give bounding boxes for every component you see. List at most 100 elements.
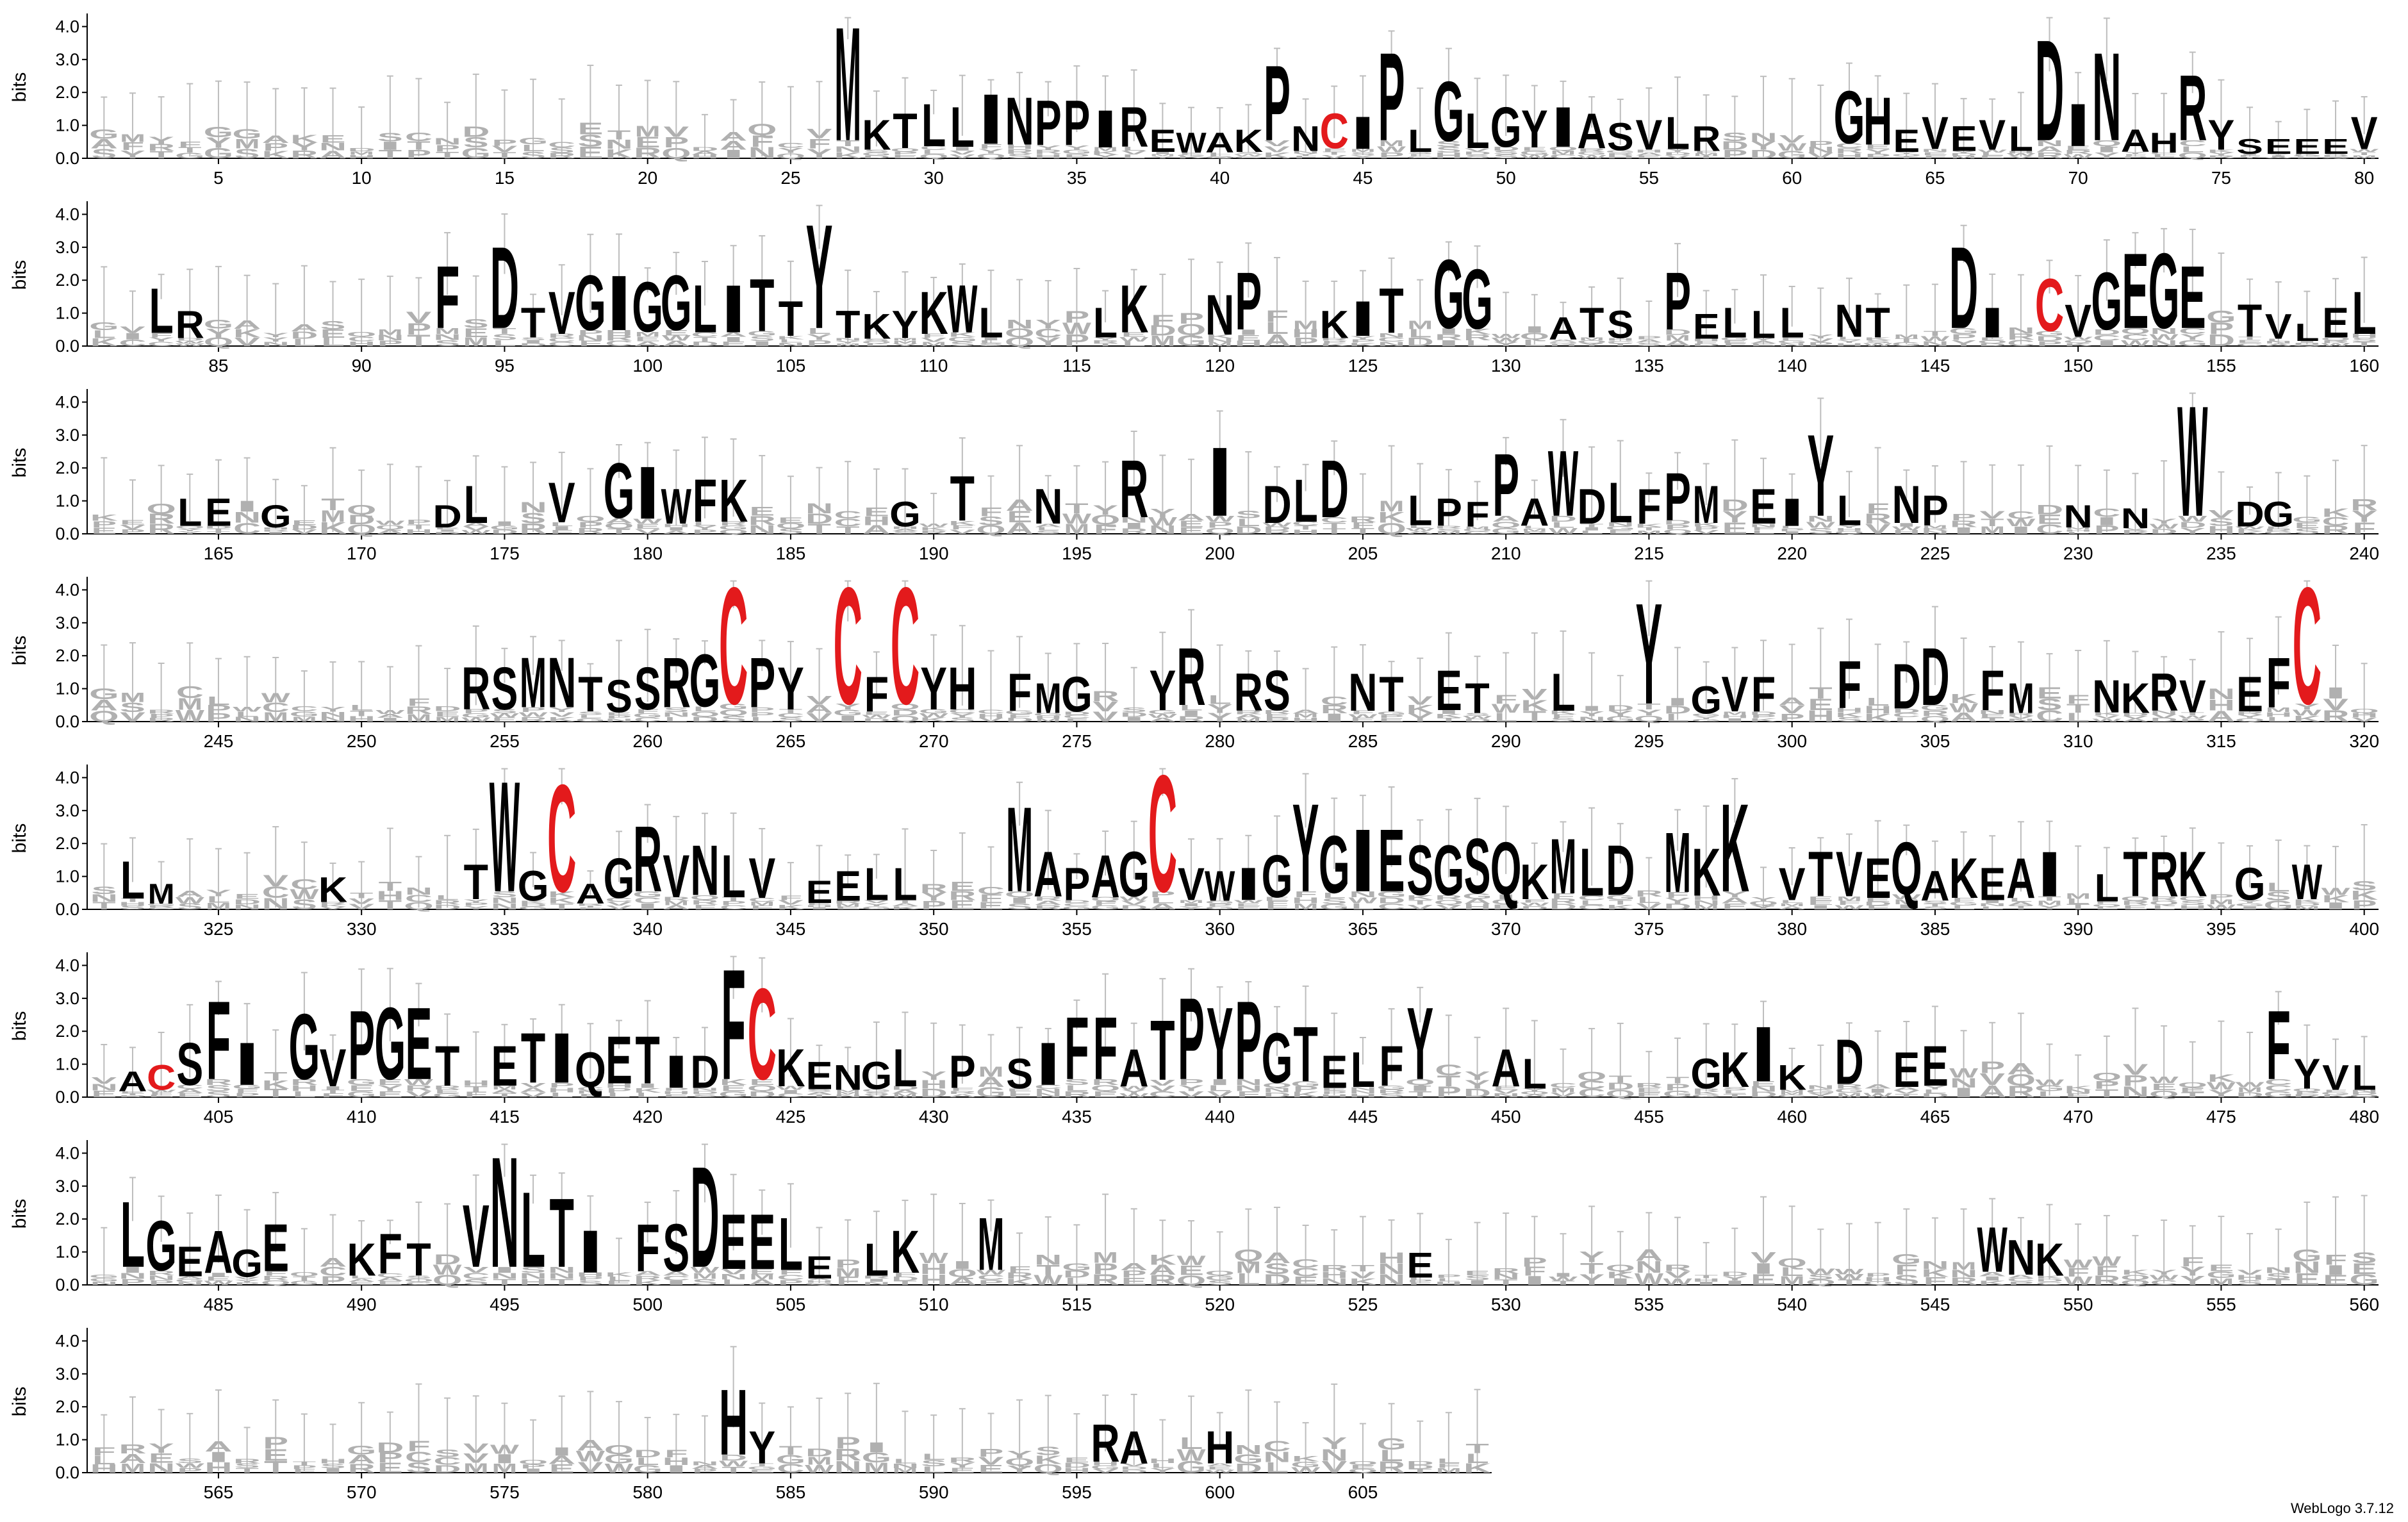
residue-minor: K	[290, 133, 318, 145]
residue-minor: G	[2292, 155, 2321, 157]
residue-minor: G	[89, 320, 119, 333]
residue-minor: K	[1149, 1252, 1177, 1268]
residue-letter: G	[1262, 1019, 1293, 1098]
residue-minor: P	[463, 902, 489, 907]
residue-letter: A	[1577, 103, 1606, 159]
x-tick-label: 75	[2211, 168, 2231, 188]
residue-minor: N	[2007, 718, 2034, 723]
residue-minor: W	[375, 520, 405, 527]
residue-minor: E	[1121, 331, 1147, 338]
residue-minor: F	[1551, 713, 1575, 719]
residue-minor: M	[1637, 530, 1662, 535]
residue-minor: I	[979, 336, 1003, 341]
residue-minor: T	[1351, 1263, 1375, 1273]
residue-minor: L	[350, 704, 374, 712]
residue-minor: V	[549, 711, 575, 718]
residue-minor: A	[1635, 1246, 1663, 1264]
residue-minor: S	[864, 1091, 889, 1095]
residue-minor: W	[1234, 899, 1264, 904]
residue-minor: R	[119, 1442, 146, 1457]
residue-minor: E	[1522, 147, 1547, 153]
residue-minor: V	[1808, 338, 1834, 343]
residue-minor: H	[348, 340, 375, 348]
residue-minor: G	[976, 1084, 1006, 1100]
residue-minor: E	[1093, 1090, 1118, 1100]
residue-letter: G	[1118, 838, 1150, 911]
x-tick-label: 195	[1062, 543, 1092, 563]
residue-minor: R	[290, 149, 318, 161]
residue-minor: I	[664, 526, 689, 531]
residue-minor: D	[1864, 901, 1892, 907]
residue-minor: L	[636, 1091, 659, 1098]
residue-letter: P	[1235, 977, 1262, 1103]
residue-minor: P	[606, 715, 632, 720]
residue-minor: V	[2123, 1061, 2149, 1078]
residue-minor: A	[634, 340, 661, 348]
residue-minor: P	[91, 519, 117, 529]
residue-minor: V	[1665, 154, 1691, 160]
residue-minor: I	[1179, 709, 1203, 718]
residue-minor: K	[834, 151, 862, 161]
residue-minor: G	[862, 906, 892, 911]
residue-minor: T	[1465, 1441, 1489, 1456]
residue-minor: N	[434, 136, 461, 147]
residue-minor: C	[605, 897, 632, 902]
residue-minor: W	[490, 1442, 520, 1457]
x-tick-label: 240	[2349, 543, 2379, 563]
residue-letter: L	[864, 1234, 889, 1286]
residue-letter: C	[547, 754, 576, 925]
residue-minor: W	[290, 886, 319, 902]
residue-minor: W	[1148, 713, 1178, 719]
residue-minor: W	[1377, 145, 1406, 154]
residue-minor: H	[1378, 1250, 1405, 1266]
residue-minor: G	[2235, 902, 2265, 907]
residue-minor: N	[1921, 340, 1949, 348]
y-tick-label: 4.0	[55, 1143, 79, 1162]
residue-minor: L	[1180, 1434, 1203, 1452]
residue-minor: T	[178, 145, 202, 154]
residue-minor: G	[948, 336, 977, 343]
residue-minor: N	[2150, 339, 2178, 349]
residue-minor: V	[463, 525, 490, 531]
residue-minor: N	[1606, 521, 1634, 527]
residue-minor: D	[1063, 899, 1091, 904]
residue-minor: H	[1292, 716, 1319, 723]
residue-minor: F	[922, 333, 946, 339]
x-tick-label: 90	[352, 356, 372, 376]
residue-minor: H	[319, 1458, 347, 1465]
residue-minor: I	[1122, 522, 1146, 530]
x-tick-label: 65	[1925, 168, 1945, 188]
residue-minor: T	[2352, 151, 2376, 156]
residue-minor: C	[634, 896, 661, 906]
residue-minor: S	[1808, 527, 1833, 536]
residue-minor: V	[950, 529, 976, 536]
residue-minor: P	[2180, 718, 2206, 723]
residue-minor: H	[1292, 896, 1319, 906]
residue-minor: V	[2123, 527, 2148, 531]
residue-minor: L	[664, 716, 688, 724]
residue-minor: L	[1494, 711, 1518, 725]
y-tick-label: 3.0	[55, 989, 79, 1008]
residue-minor: T	[779, 708, 803, 715]
residue-minor: W	[519, 711, 548, 718]
x-tick-label: 105	[776, 356, 806, 376]
residue-letter: G	[1433, 65, 1464, 160]
residue-minor: V	[406, 309, 432, 327]
x-tick-label: 5	[213, 168, 224, 188]
residue-minor: E	[1808, 696, 1833, 714]
x-tick-label: 85	[208, 356, 228, 376]
residue-minor: L	[607, 1091, 631, 1098]
residue-minor: A	[2207, 707, 2235, 725]
residue-minor: T	[2066, 702, 2090, 715]
residue-letter: N	[2064, 499, 2093, 535]
residue-minor: C	[1149, 1090, 1176, 1099]
residue-minor: G	[1606, 894, 1635, 902]
residue-minor: W	[147, 1089, 176, 1093]
residue-minor: G	[461, 713, 491, 719]
residue-minor: R	[2207, 155, 2235, 160]
residue-minor: T	[2238, 336, 2262, 341]
residue-minor: Q	[375, 524, 405, 531]
residue-letter: W	[1205, 863, 1235, 911]
x-tick-label: 420	[632, 1107, 663, 1127]
residue-minor: R	[147, 521, 175, 537]
